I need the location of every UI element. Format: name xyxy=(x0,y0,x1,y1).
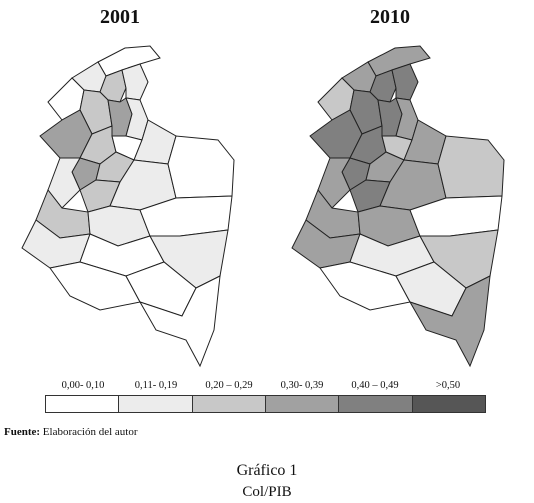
legend-swatch xyxy=(191,395,266,413)
department-region xyxy=(391,63,419,101)
figure-title: Gráfico 1 xyxy=(236,462,298,479)
source-text: Elaboración del autor xyxy=(40,426,138,438)
legend-color-bar xyxy=(45,395,486,413)
legend-label: 0,30- 0,39 xyxy=(280,380,324,391)
source-note: Fuente: Elaboración del autor xyxy=(4,426,137,438)
choropleth-map-2010 xyxy=(291,45,505,368)
legend-label: >0,50 xyxy=(435,380,461,391)
legend-label: 0,40 – 0,49 xyxy=(351,380,399,391)
legend-swatch xyxy=(45,395,120,413)
legend-swatch xyxy=(264,395,340,413)
legend-label: 0,20 – 0,29 xyxy=(205,380,253,391)
legend-swatch xyxy=(118,395,193,413)
department-region xyxy=(408,275,491,368)
figure-subtitle: Col/PIB xyxy=(242,484,292,500)
legend-labels: 0,00- 0,10 0,11- 0,19 0,20 – 0,29 0,30- … xyxy=(46,380,486,394)
legend-swatch xyxy=(411,395,486,413)
legend-label: 0,11- 0,19 xyxy=(134,380,178,391)
map-title-2010: 2010 xyxy=(370,6,410,28)
legend-swatch xyxy=(338,395,413,413)
choropleth-map-2001 xyxy=(21,45,235,368)
source-prefix: Fuente: xyxy=(4,426,41,438)
department-region xyxy=(138,275,221,368)
department-region xyxy=(167,135,235,199)
map-title-2001: 2001 xyxy=(100,6,140,28)
department-region xyxy=(121,63,149,101)
department-region xyxy=(437,135,505,199)
legend-label: 0,00- 0,10 xyxy=(61,380,105,391)
